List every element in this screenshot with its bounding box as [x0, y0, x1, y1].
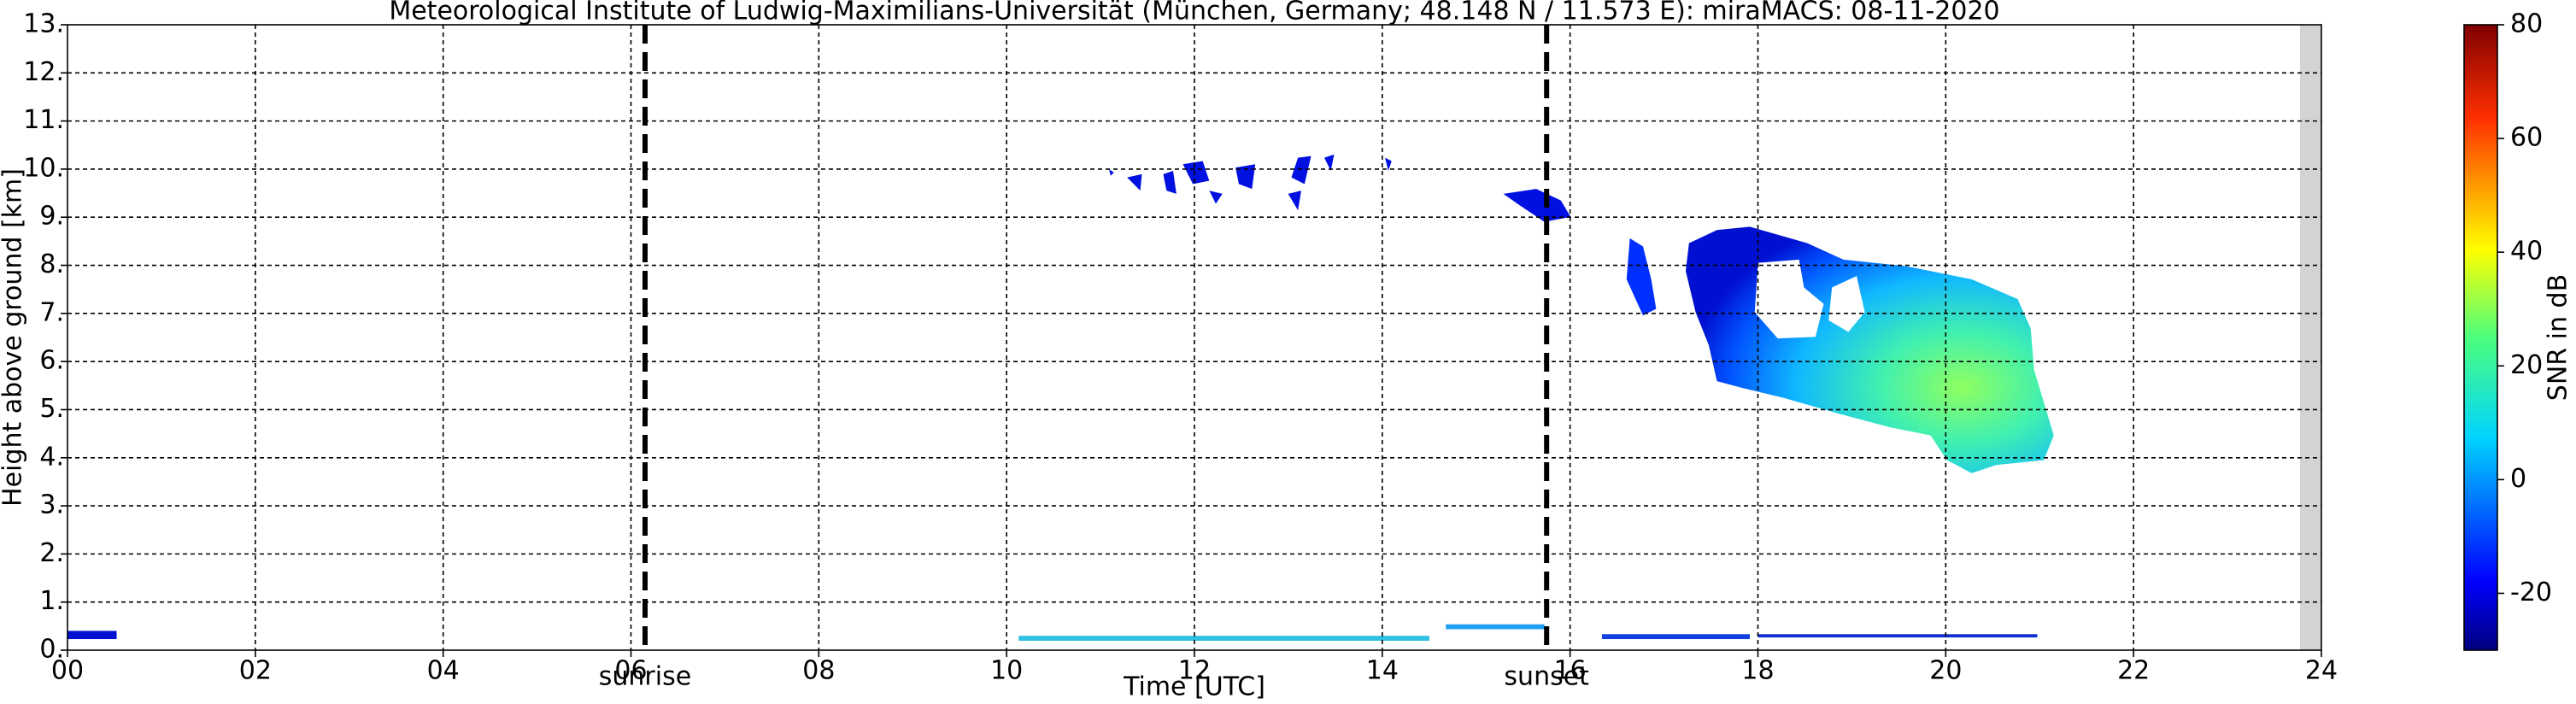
echo-gap: [1754, 259, 1824, 339]
y-tick-label: 8.: [39, 249, 64, 279]
x-tick-label: 22: [2117, 656, 2150, 686]
y-tick-label: 6.: [39, 346, 64, 376]
x-tick-label: 04: [427, 656, 460, 686]
x-tick-label: 24: [2305, 656, 2338, 686]
cloud-echo: [1626, 238, 1657, 316]
x-tick-label: 14: [1366, 656, 1399, 686]
event-label: sunrise: [599, 662, 691, 692]
colorbar-tick-label: 20: [2510, 350, 2543, 380]
colorbar-tick-label: 0: [2510, 464, 2526, 494]
cirrus-streaks: [1109, 154, 1392, 211]
x-axis-label: Time [UTC]: [1123, 672, 1265, 702]
x-tick-label: 18: [1741, 656, 1774, 686]
y-tick-label: 0.: [39, 635, 64, 665]
colorbar-tick-label: 60: [2510, 123, 2543, 153]
event-label: sunset: [1504, 662, 1589, 692]
y-axis-label: Height above ground [km]: [0, 168, 28, 507]
x-tick-label: 16: [1554, 656, 1587, 686]
y-tick-label: 3.: [39, 490, 64, 520]
x-tick-label: 20: [1929, 656, 1962, 686]
echo-gap: [1828, 276, 1865, 332]
y-tick-label: 2.: [39, 538, 64, 568]
plot-area: [67, 25, 2321, 650]
x-tick-label: 08: [802, 656, 835, 686]
cloud-echo: [1685, 226, 2054, 473]
y-tick-label: 11.: [23, 105, 64, 135]
cloud-echo: [1503, 189, 1571, 222]
colorbar-label: SNR in dB: [2544, 274, 2573, 401]
chart-title: Meteorological Institute of Ludwig-Maxim…: [389, 0, 1999, 26]
y-tick-label: 4.: [39, 442, 64, 472]
x-tick-label: 10: [990, 656, 1023, 686]
x-tick-label: 12: [1178, 656, 1211, 686]
y-tick-label: 13.: [23, 9, 64, 39]
ground-clutter: [67, 624, 2038, 641]
colorbar-tick-label: 80: [2510, 9, 2543, 39]
colorbar-tick-label: -20: [2510, 578, 2552, 607]
x-tick-label: 02: [239, 656, 272, 686]
y-tick-label: 7.: [39, 297, 64, 327]
colorbar-tick-label: 40: [2510, 237, 2543, 267]
colorbar: [2463, 24, 2498, 651]
y-tick-label: 10.: [23, 153, 64, 183]
echoes: [67, 154, 2054, 641]
no-data-band: [2300, 25, 2321, 650]
y-tick-label: 9.: [39, 202, 64, 232]
x-tick-label: 00: [51, 656, 84, 686]
y-tick-label: 1.: [39, 586, 64, 616]
y-tick-label: 5.: [39, 394, 64, 424]
y-tick-label: 12.: [23, 57, 64, 87]
x-tick-label: 06: [614, 656, 647, 686]
